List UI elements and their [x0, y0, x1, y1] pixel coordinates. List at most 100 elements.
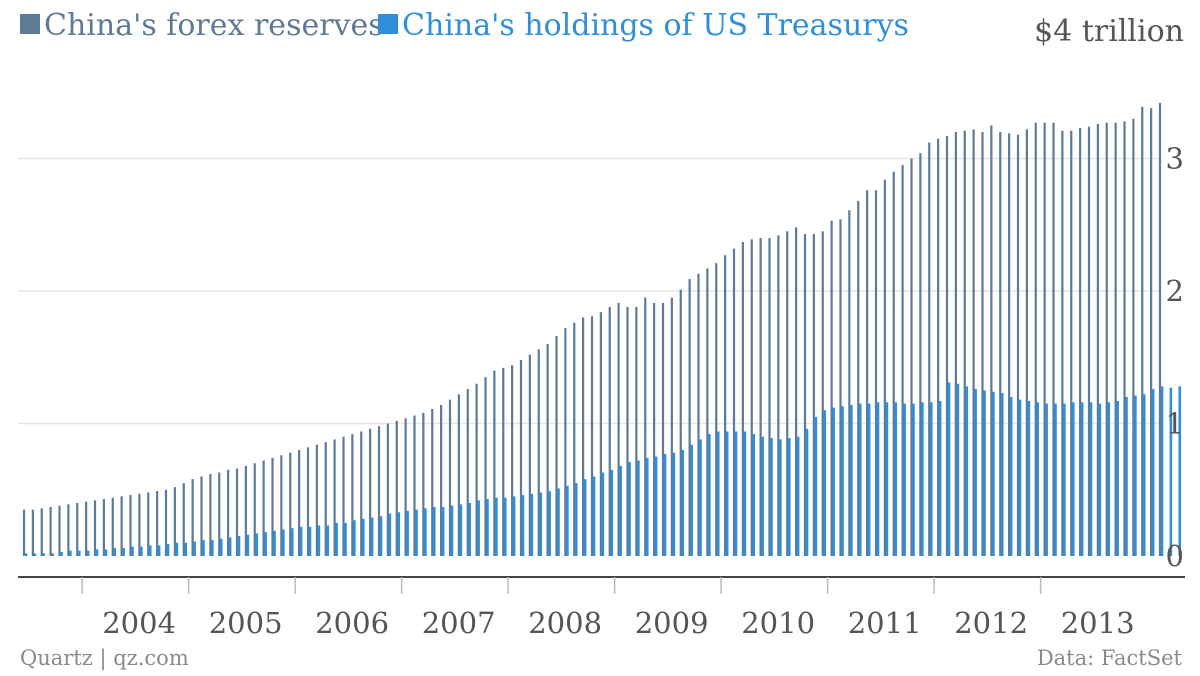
- bar: [290, 528, 294, 556]
- bar: [759, 238, 762, 556]
- bar: [361, 518, 365, 556]
- bar: [663, 453, 667, 556]
- bar: [608, 306, 611, 556]
- bar: [582, 317, 585, 556]
- bar: [211, 540, 214, 556]
- bar: [956, 383, 960, 556]
- bar: [441, 506, 445, 556]
- bar: [235, 468, 239, 556]
- bar: [626, 306, 629, 556]
- bar: [850, 404, 853, 556]
- bar: [308, 526, 312, 556]
- bar: [466, 389, 469, 556]
- bar: [1089, 402, 1093, 556]
- bar: [49, 506, 52, 556]
- legend-swatch-treasurys: [378, 14, 398, 34]
- bar: [335, 522, 338, 557]
- bar: [1123, 121, 1126, 557]
- bar: [120, 496, 123, 557]
- bar: [122, 548, 125, 556]
- bar: [299, 526, 303, 556]
- legend-label-treasurys: China's holdings of US Treasurys: [402, 8, 909, 43]
- bar: [31, 509, 34, 557]
- bar: [521, 495, 525, 556]
- bar: [777, 235, 780, 556]
- bar: [770, 438, 773, 556]
- bar: [883, 179, 886, 556]
- y-tick-label: 1: [1166, 407, 1184, 441]
- bar: [999, 132, 1002, 556]
- bar: [173, 487, 176, 556]
- bar: [273, 530, 276, 556]
- bar: [1087, 126, 1091, 556]
- bar: [166, 544, 170, 556]
- bar: [983, 390, 986, 557]
- series-treasurys: [24, 382, 1182, 557]
- x-tick-label: 2013: [1061, 606, 1135, 640]
- bar: [244, 465, 247, 556]
- bar: [193, 541, 196, 556]
- bar: [601, 472, 605, 556]
- bar: [388, 513, 392, 556]
- bar: [228, 537, 232, 556]
- bar: [574, 483, 578, 557]
- bar: [511, 365, 514, 556]
- bar: [395, 420, 398, 556]
- bar: [459, 504, 463, 556]
- bar: [1096, 124, 1099, 557]
- bar: [386, 423, 389, 556]
- bar: [1125, 397, 1128, 556]
- bar: [734, 431, 738, 556]
- bar: [981, 132, 984, 556]
- bar: [1105, 122, 1108, 556]
- bar: [1141, 106, 1144, 556]
- bar: [315, 444, 318, 556]
- bar: [974, 389, 977, 556]
- bar: [111, 497, 114, 556]
- bar: [95, 549, 99, 557]
- bar: [1070, 130, 1073, 556]
- bar: [502, 367, 505, 556]
- bar: [58, 505, 61, 556]
- bar: [599, 312, 602, 556]
- bar: [972, 129, 975, 556]
- bar: [298, 450, 301, 556]
- bar: [209, 473, 212, 556]
- bar: [397, 512, 401, 556]
- bar: [708, 434, 711, 556]
- bar: [803, 234, 807, 556]
- bar: [512, 496, 516, 557]
- x-tick-label: 2007: [422, 606, 496, 640]
- bar: [404, 418, 407, 556]
- bar: [901, 165, 904, 557]
- bar: [1160, 386, 1164, 556]
- bar: [450, 505, 454, 556]
- bar: [583, 479, 587, 556]
- bar: [306, 447, 310, 556]
- bar: [93, 500, 97, 556]
- bar: [637, 460, 640, 556]
- bar: [1071, 402, 1075, 556]
- bar: [954, 132, 957, 556]
- bar: [858, 403, 862, 557]
- y-tick-label: 2: [1166, 274, 1184, 308]
- bar: [706, 268, 709, 556]
- bar: [77, 550, 81, 556]
- bar: [965, 386, 969, 556]
- bar: [929, 402, 933, 556]
- bar: [326, 525, 330, 556]
- bar: [592, 476, 596, 556]
- bar: [1043, 122, 1046, 556]
- bar: [841, 406, 844, 556]
- bar: [610, 469, 614, 557]
- bar: [113, 548, 117, 556]
- bar: [894, 402, 898, 556]
- bar: [1036, 402, 1040, 556]
- bar: [503, 497, 507, 556]
- bar: [839, 219, 842, 556]
- bar: [768, 238, 771, 556]
- bar: [76, 503, 79, 556]
- bar: [289, 452, 292, 556]
- bar: [1045, 403, 1048, 557]
- x-tick-label: 2009: [635, 606, 709, 640]
